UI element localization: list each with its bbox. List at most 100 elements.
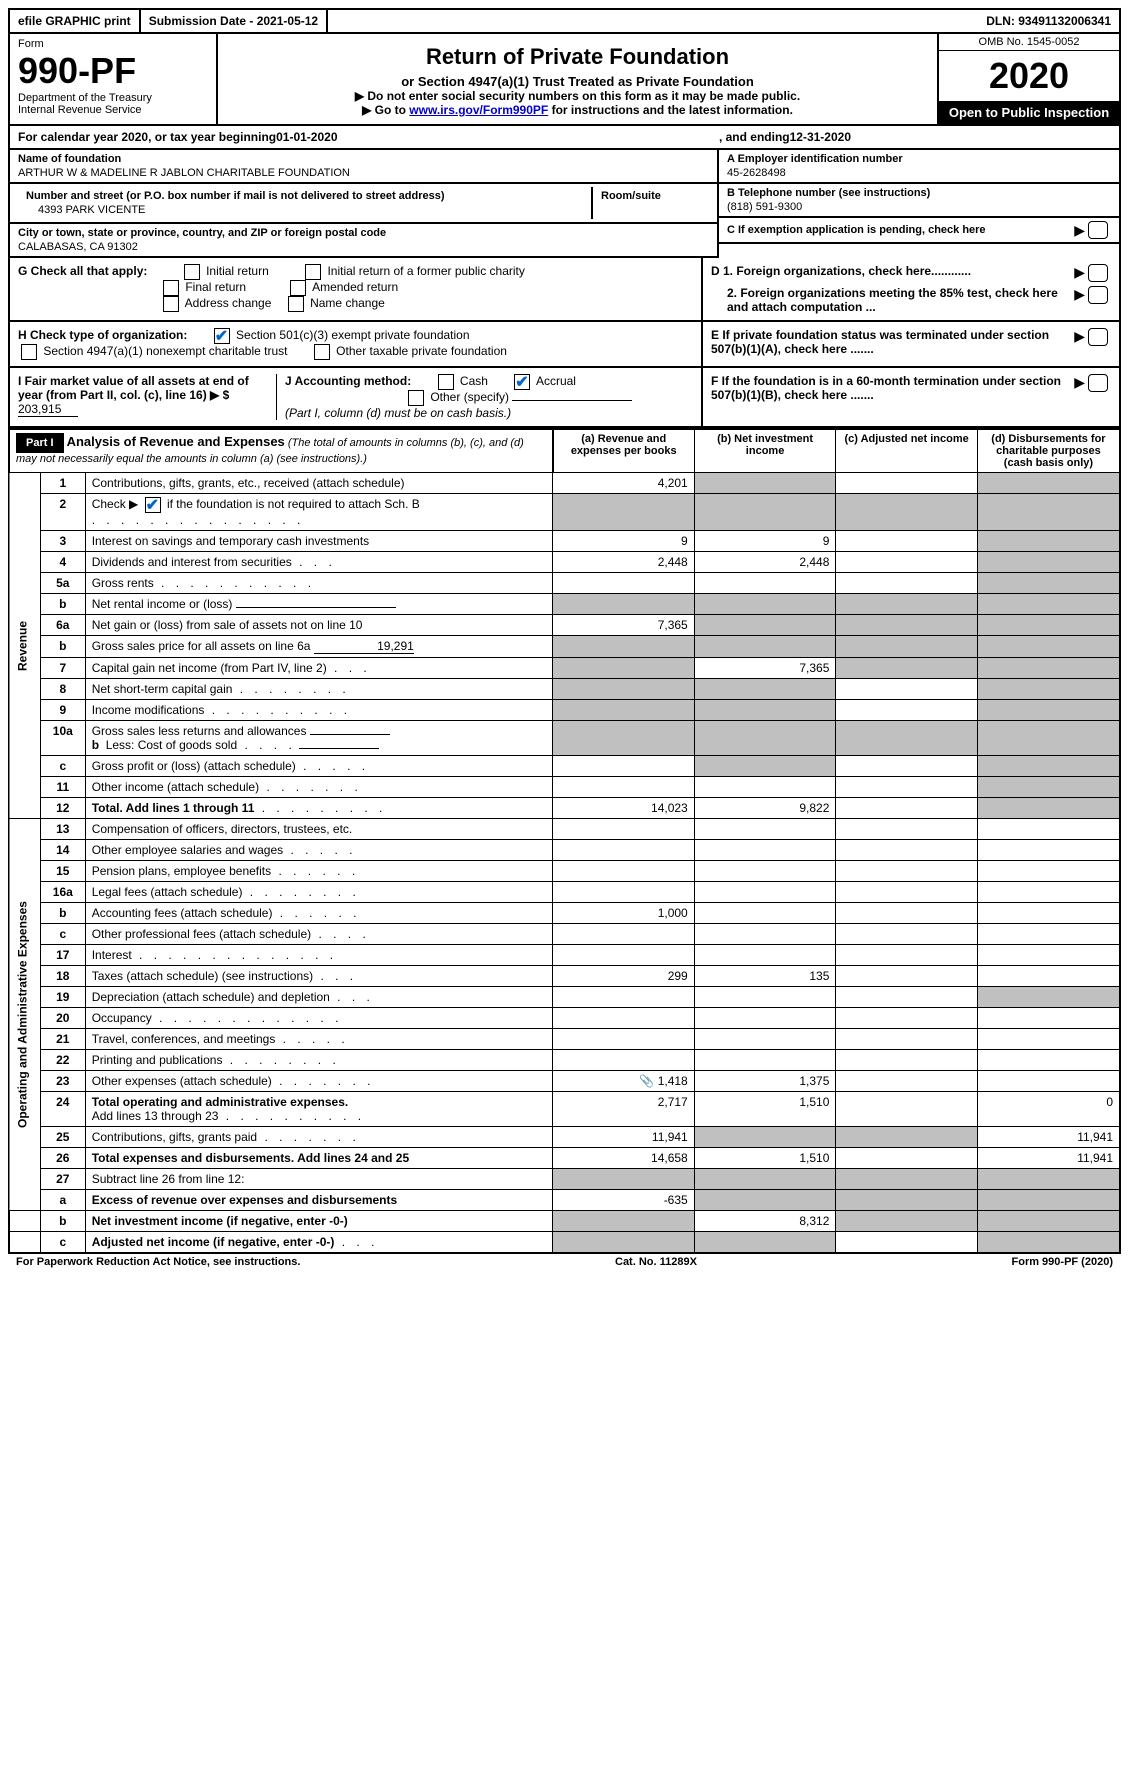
table-row: 24Total operating and administrative exp… — [9, 1092, 1120, 1127]
dept-line2: Internal Revenue Service — [18, 104, 208, 116]
col-d-header: (d) Disbursements for charitable purpose… — [977, 429, 1120, 473]
col-b-header: (b) Net investment income — [694, 429, 836, 473]
part1-table: Part I Analysis of Revenue and Expenses … — [8, 428, 1121, 1254]
j-other[interactable] — [408, 390, 424, 406]
table-row: 6a Net gain or (loss) from sale of asset… — [9, 615, 1120, 636]
section-d: D 1. Foreign organizations, check here..… — [701, 258, 1119, 320]
calendar-year-row: For calendar year 2020, or tax year begi… — [8, 126, 1121, 150]
e-checkbox[interactable] — [1088, 328, 1108, 346]
phone-value: (818) 591-9300 — [727, 199, 1111, 213]
submission-date: Submission Date - 2021-05-12 — [141, 10, 328, 32]
sch-b-checkbox[interactable] — [145, 497, 161, 513]
top-bar: efile GRAPHIC print Submission Date - 20… — [8, 8, 1121, 34]
g-initial-return[interactable] — [184, 264, 200, 280]
table-row: b Gross sales price for all assets on li… — [9, 636, 1120, 658]
inspection-label: Open to Public Inspection — [939, 101, 1119, 124]
table-row: bNet investment income (if negative, ent… — [9, 1211, 1120, 1232]
ein-cell: A Employer identification number 45-2628… — [719, 150, 1119, 184]
g-amended[interactable] — [290, 280, 306, 296]
table-row: 8 Net short-term capital gain . . . . . … — [9, 679, 1120, 700]
city-cell: City or town, state or province, country… — [10, 224, 717, 258]
table-row: 20Occupancy . . . . . . . . . . . . . — [9, 1008, 1120, 1029]
table-row: 5a Gross rents . . . . . . . . . . . — [9, 573, 1120, 594]
table-row: 12 Total. Add lines 1 through 11 . . . .… — [9, 798, 1120, 819]
table-row: 27Subtract line 26 from line 12: — [9, 1169, 1120, 1190]
footer-row: For Paperwork Reduction Act Notice, see … — [8, 1254, 1121, 1270]
table-row: 14Other employee salaries and wages . . … — [9, 840, 1120, 861]
irs-link[interactable]: www.irs.gov/Form990PF — [409, 103, 548, 117]
table-row: 15Pension plans, employee benefits . . .… — [9, 861, 1120, 882]
street-address: 4393 PARK VICENTE — [26, 202, 583, 216]
f-checkbox[interactable] — [1088, 374, 1108, 392]
table-row: 23Other expenses (attach schedule) . . .… — [9, 1071, 1120, 1092]
table-row: cOther professional fees (attach schedul… — [9, 924, 1120, 945]
table-row: 26Total expenses and disbursements. Add … — [9, 1148, 1120, 1169]
form-header: Form 990-PF Department of the Treasury I… — [8, 34, 1121, 126]
table-row: c Gross profit or (loss) (attach schedul… — [9, 756, 1120, 777]
table-row: aExcess of revenue over expenses and dis… — [9, 1190, 1120, 1211]
paperwork-notice: For Paperwork Reduction Act Notice, see … — [16, 1256, 300, 1268]
dln: DLN: 93491132006341 — [978, 10, 1119, 32]
instr-2: ▶ Go to www.irs.gov/Form990PF for instru… — [228, 103, 927, 117]
table-row: bAccounting fees (attach schedule) . . .… — [9, 903, 1120, 924]
g-final-return[interactable] — [163, 280, 179, 296]
table-row: 21Travel, conferences, and meetings . . … — [9, 1029, 1120, 1050]
table-row: cAdjusted net income (if negative, enter… — [9, 1232, 1120, 1254]
section-g-d: G Check all that apply: Initial return I… — [8, 258, 1121, 322]
fmv-value: 203,915 — [18, 402, 78, 417]
table-row: 17Interest . . . . . . . . . . . . . . — [9, 945, 1120, 966]
h-501c3[interactable] — [214, 328, 230, 344]
form-subtitle: or Section 4947(a)(1) Trust Treated as P… — [228, 74, 927, 89]
section-h-e: H Check type of organization: Section 50… — [8, 322, 1121, 368]
j-accrual[interactable] — [514, 374, 530, 390]
catalog-number: Cat. No. 11289X — [615, 1256, 697, 1268]
form-footer: Form 990-PF (2020) — [1012, 1256, 1113, 1268]
j-cash[interactable] — [438, 374, 454, 390]
table-row: 22Printing and publications . . . . . . … — [9, 1050, 1120, 1071]
table-row: 16aLegal fees (attach schedule) . . . . … — [9, 882, 1120, 903]
city-state-zip: CALABASAS, CA 91302 — [18, 239, 709, 253]
table-row: Revenue 1 Contributions, gifts, grants, … — [9, 473, 1120, 494]
part1-title: Analysis of Revenue and Expenses — [67, 434, 285, 449]
title-box: Return of Private Foundation or Section … — [218, 34, 937, 124]
info-section: Name of foundation ARTHUR W & MADELINE R… — [8, 150, 1121, 258]
g-address-change[interactable] — [163, 296, 179, 312]
year-end: 12-31-2020 — [790, 130, 851, 144]
form-word: Form — [18, 38, 208, 50]
g-initial-former[interactable] — [305, 264, 321, 280]
table-row: 19Depreciation (attach schedule) and dep… — [9, 987, 1120, 1008]
year-box: OMB No. 1545-0052 2020 Open to Public In… — [937, 34, 1119, 124]
ein-value: 45-2628498 — [727, 165, 1111, 179]
d1-checkbox[interactable] — [1088, 264, 1108, 282]
section-ij: I Fair market value of all assets at end… — [10, 368, 701, 426]
section-e: E If private foundation status was termi… — [701, 322, 1119, 366]
h-4947[interactable] — [21, 344, 37, 360]
table-row: 2 Check ▶ if the foundation is not requi… — [9, 494, 1120, 531]
d2-checkbox[interactable] — [1088, 286, 1108, 304]
form-number: 990-PF — [18, 50, 208, 92]
year-begin: 01-01-2020 — [276, 130, 337, 144]
table-row: 18Taxes (attach schedule) (see instructi… — [9, 966, 1120, 987]
section-g: G Check all that apply: Initial return I… — [10, 258, 701, 320]
section-h: H Check type of organization: Section 50… — [10, 322, 701, 366]
table-row: 4 Dividends and interest from securities… — [9, 552, 1120, 573]
table-row: 10a Gross sales less returns and allowan… — [9, 721, 1120, 756]
phone-cell: B Telephone number (see instructions) (8… — [719, 184, 1119, 218]
c-checkbox[interactable] — [1088, 221, 1108, 239]
section-f: F If the foundation is in a 60-month ter… — [701, 368, 1119, 426]
form-label-box: Form 990-PF Department of the Treasury I… — [10, 34, 218, 124]
h-other-taxable[interactable] — [314, 344, 330, 360]
table-row: b Net rental income or (loss) — [9, 594, 1120, 615]
foundation-name-cell: Name of foundation ARTHUR W & MADELINE R… — [10, 150, 717, 184]
col-a-header: (a) Revenue and expenses per books — [553, 429, 695, 473]
efile-label: efile GRAPHIC print — [10, 10, 141, 32]
tax-year: 2020 — [939, 51, 1119, 101]
instr-1: ▶ Do not enter social security numbers o… — [228, 89, 927, 103]
omb-number: OMB No. 1545-0052 — [939, 34, 1119, 51]
part1-label: Part I — [16, 433, 64, 453]
section-c: C If exemption application is pending, c… — [719, 218, 1119, 244]
section-ij-f: I Fair market value of all assets at end… — [8, 368, 1121, 428]
g-name-change[interactable] — [288, 296, 304, 312]
address-cell: Number and street (or P.O. box number if… — [10, 184, 717, 224]
form-title: Return of Private Foundation — [228, 44, 927, 70]
